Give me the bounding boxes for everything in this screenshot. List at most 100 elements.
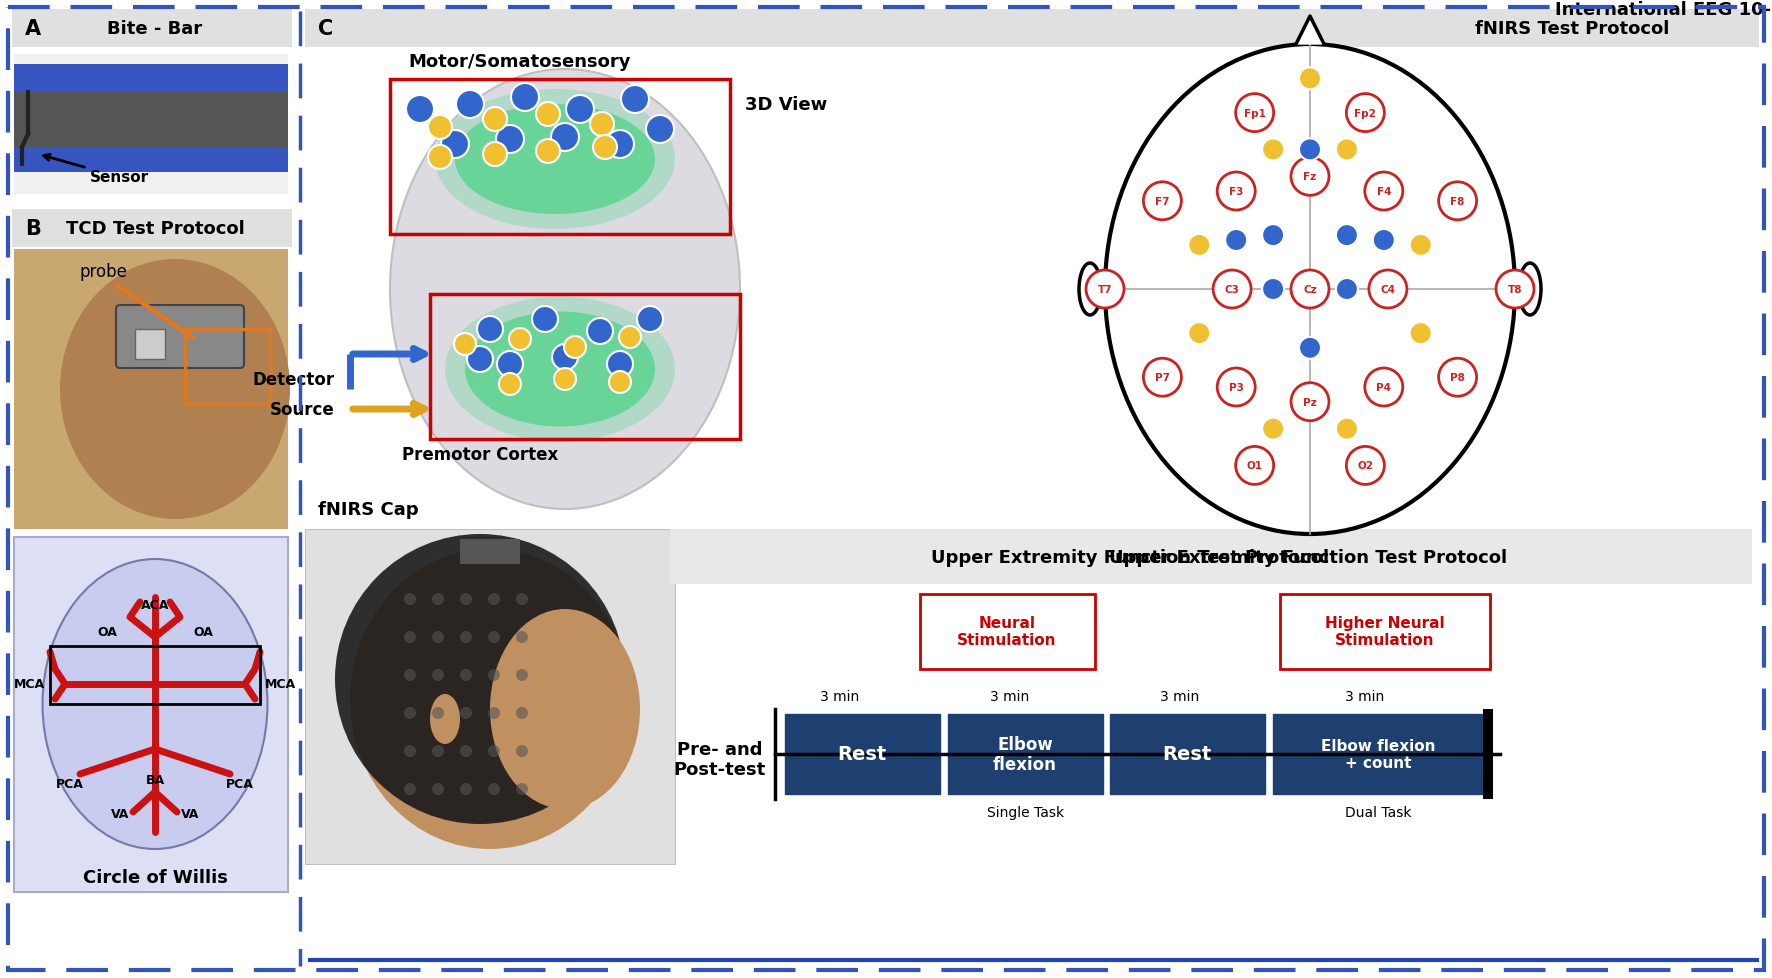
Ellipse shape (390, 70, 741, 510)
Text: Single Task: Single Task (987, 805, 1063, 820)
Bar (1483, 709, 1494, 799)
Circle shape (1262, 225, 1285, 246)
Circle shape (1336, 279, 1357, 300)
Bar (14, 538, 289, 892)
Bar (948, 714, 1102, 794)
Bar (1279, 595, 1490, 669)
Circle shape (516, 707, 528, 719)
Text: MCA: MCA (14, 678, 44, 690)
Bar (920, 595, 1095, 669)
Ellipse shape (335, 534, 626, 824)
Text: Cz: Cz (1302, 285, 1317, 294)
Bar (14, 249, 289, 529)
Text: F7: F7 (1155, 197, 1170, 206)
Text: C3: C3 (1224, 285, 1240, 294)
Text: TCD Test Protocol: TCD Test Protocol (66, 220, 245, 238)
Circle shape (1262, 419, 1285, 440)
Circle shape (432, 745, 445, 757)
Text: VA: VA (181, 808, 198, 821)
Circle shape (553, 344, 578, 371)
Circle shape (496, 126, 525, 154)
Circle shape (1496, 271, 1535, 309)
Circle shape (1411, 235, 1432, 256)
Bar (14, 55, 289, 195)
Circle shape (1292, 383, 1329, 422)
Circle shape (647, 115, 673, 144)
Circle shape (461, 707, 471, 719)
Circle shape (461, 745, 471, 757)
Circle shape (565, 96, 594, 124)
Circle shape (1370, 271, 1407, 309)
Text: ACA: ACA (140, 599, 168, 612)
Circle shape (496, 352, 523, 378)
Text: Elbow flexion
+ count: Elbow flexion + count (1320, 738, 1435, 771)
Circle shape (1411, 323, 1432, 345)
FancyBboxPatch shape (115, 306, 245, 369)
Circle shape (1299, 139, 1320, 161)
Circle shape (432, 632, 445, 644)
Circle shape (406, 96, 434, 124)
Circle shape (608, 352, 633, 378)
Text: PCA: PCA (227, 778, 253, 790)
Ellipse shape (60, 260, 291, 519)
Text: P7: P7 (1155, 373, 1170, 382)
Text: 3 min: 3 min (1345, 689, 1384, 703)
Circle shape (487, 707, 500, 719)
Circle shape (404, 745, 416, 757)
Text: Detector: Detector (253, 371, 335, 388)
Ellipse shape (43, 559, 268, 849)
Circle shape (429, 115, 452, 140)
Circle shape (432, 783, 445, 795)
Circle shape (1299, 337, 1320, 360)
Circle shape (516, 632, 528, 644)
Circle shape (1217, 173, 1255, 211)
Circle shape (487, 745, 500, 757)
Bar (670, 529, 1753, 585)
Circle shape (404, 707, 416, 719)
Bar (12, 210, 292, 247)
Text: Dual Task: Dual Task (1345, 805, 1411, 820)
Circle shape (1336, 139, 1357, 161)
Circle shape (535, 103, 560, 127)
Circle shape (468, 346, 493, 373)
Text: Pre- and
Post-test: Pre- and Post-test (673, 739, 766, 778)
Bar (305, 10, 1760, 48)
Text: Sensor: Sensor (44, 156, 149, 185)
Text: F8: F8 (1451, 197, 1465, 206)
Circle shape (1235, 95, 1274, 132)
Bar (305, 529, 675, 865)
Ellipse shape (445, 297, 675, 442)
Text: Bite - Bar: Bite - Bar (108, 20, 202, 38)
Circle shape (618, 327, 641, 348)
Circle shape (404, 632, 416, 644)
Circle shape (509, 329, 532, 351)
Text: 3 min: 3 min (991, 689, 1030, 703)
Circle shape (487, 669, 500, 682)
Text: A: A (25, 19, 41, 39)
Text: PCA: PCA (57, 778, 83, 790)
Ellipse shape (455, 105, 656, 215)
Text: F3: F3 (1230, 187, 1244, 197)
Text: OA: OA (97, 626, 117, 639)
Circle shape (1262, 279, 1285, 300)
Text: BA: BA (145, 774, 165, 786)
Bar (785, 714, 939, 794)
Text: 3D View: 3D View (744, 96, 828, 113)
Circle shape (1143, 183, 1182, 221)
Circle shape (1336, 225, 1357, 246)
Polygon shape (1295, 17, 1324, 45)
Text: O1: O1 (1247, 461, 1263, 471)
Bar (135, 330, 165, 360)
Circle shape (1262, 139, 1285, 161)
Text: Pz: Pz (1302, 397, 1317, 407)
Text: fNIRS Test Protocol: fNIRS Test Protocol (1474, 20, 1669, 38)
Circle shape (636, 307, 663, 333)
Circle shape (606, 131, 634, 158)
Circle shape (1373, 230, 1395, 251)
Circle shape (500, 374, 521, 395)
Circle shape (1439, 359, 1476, 397)
Circle shape (487, 632, 500, 644)
Circle shape (510, 84, 539, 111)
Circle shape (404, 783, 416, 795)
Text: 3 min: 3 min (1161, 689, 1200, 703)
